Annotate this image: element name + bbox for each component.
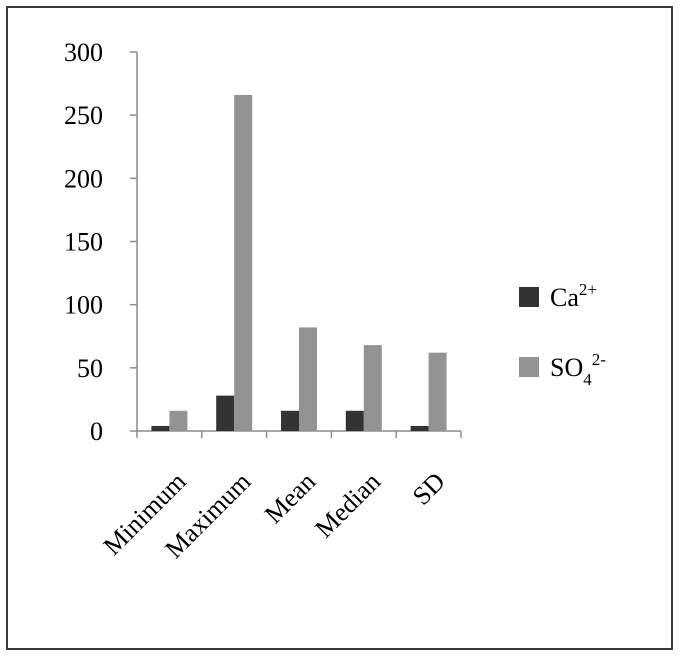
plot-area-background — [44, 43, 520, 624]
bar-so-sd — [428, 352, 447, 431]
y-tick-label: 0 — [90, 417, 103, 446]
chart-frame — [6, 6, 673, 650]
legend-label: SO42- — [550, 350, 606, 389]
bar-so-median — [363, 345, 382, 431]
y-tick-label: 100 — [64, 291, 103, 320]
legend-background — [554, 278, 662, 443]
legend: Ca2+ SO42- — [519, 280, 606, 389]
legend-label: Ca2+ — [550, 280, 597, 312]
bar-ca-mean — [281, 410, 299, 431]
bar-ca-maximum — [216, 395, 235, 431]
bar-ca-sd — [410, 425, 429, 431]
y-tick-label: 50 — [77, 354, 103, 383]
legend-swatch — [519, 357, 539, 377]
y-axis: 0 50 100 150 200 250 300 — [64, 38, 138, 446]
x-tick-label: SD — [407, 467, 451, 511]
x-tick-label: Median — [309, 467, 386, 544]
bar-so-mean — [299, 327, 317, 431]
y-tick-label: 150 — [64, 228, 103, 257]
y-tick-label: 300 — [64, 38, 103, 67]
y-tick-label: 250 — [64, 101, 103, 130]
bar-so-maximum — [234, 94, 253, 431]
legend-swatch — [519, 287, 539, 307]
bar-ca-minimum — [151, 425, 170, 431]
bars — [151, 94, 447, 431]
bar-so-minimum — [169, 410, 188, 431]
bar-ca-median — [345, 410, 364, 431]
y-tick-label: 200 — [64, 164, 103, 193]
